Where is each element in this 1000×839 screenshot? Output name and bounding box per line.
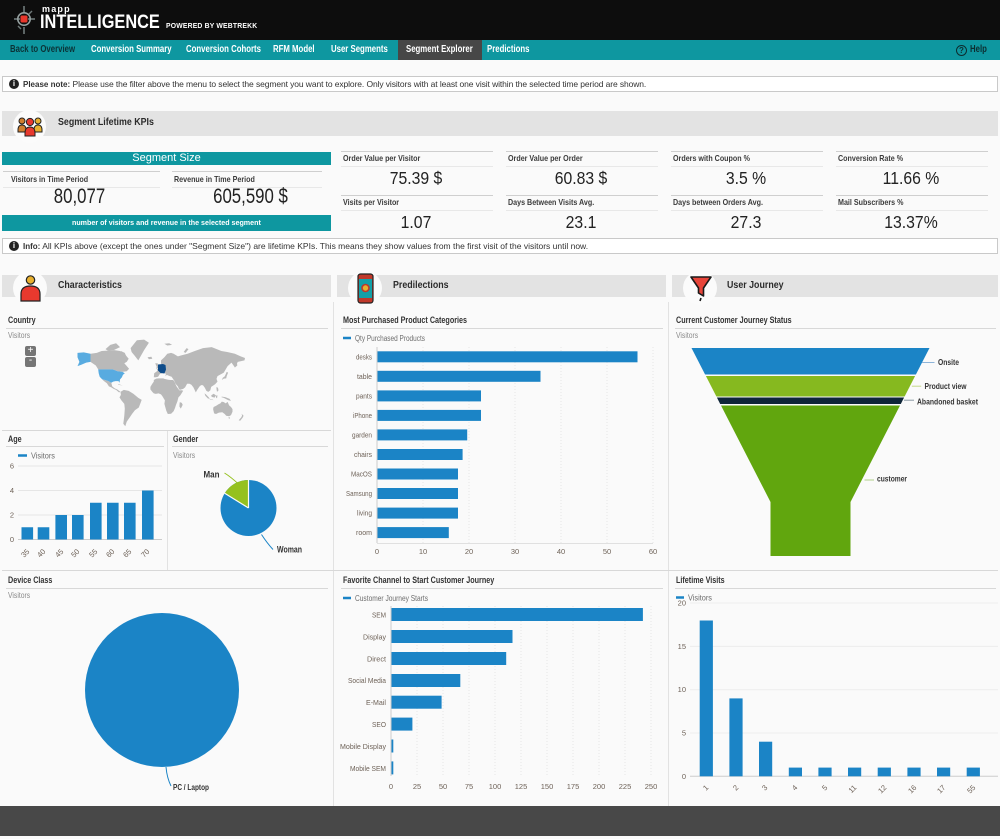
svg-text:table: table bbox=[357, 372, 372, 381]
svg-text:5: 5 bbox=[820, 783, 829, 792]
svg-text:desks: desks bbox=[356, 353, 372, 362]
svg-text:Direct: Direct bbox=[367, 654, 387, 663]
svg-text:0: 0 bbox=[389, 782, 393, 791]
svg-text:Samsung: Samsung bbox=[346, 489, 372, 498]
svg-text:Woman: Woman bbox=[277, 545, 302, 555]
svg-text:0: 0 bbox=[682, 772, 686, 781]
svg-text:Visitors: Visitors bbox=[688, 594, 712, 603]
svg-text:50: 50 bbox=[439, 782, 447, 791]
svg-text:2: 2 bbox=[10, 511, 14, 520]
svg-text:45: 45 bbox=[53, 547, 65, 559]
svg-text:225: 225 bbox=[619, 782, 632, 791]
svg-text:4: 4 bbox=[10, 486, 14, 495]
svg-text:200: 200 bbox=[593, 782, 606, 791]
svg-text:10: 10 bbox=[419, 547, 427, 556]
svg-text:40: 40 bbox=[35, 547, 47, 559]
svg-text:0: 0 bbox=[375, 547, 379, 556]
svg-text:pants: pants bbox=[356, 392, 372, 401]
svg-text:Qty Purchased Products: Qty Purchased Products bbox=[355, 334, 425, 343]
svg-text:Social Media: Social Media bbox=[348, 676, 387, 685]
svg-text:17: 17 bbox=[935, 783, 947, 795]
svg-text:living: living bbox=[357, 509, 372, 518]
svg-text:3: 3 bbox=[760, 783, 769, 792]
svg-text:12: 12 bbox=[876, 783, 888, 795]
svg-text:60: 60 bbox=[649, 547, 657, 556]
svg-text:11: 11 bbox=[847, 783, 859, 795]
svg-text:0: 0 bbox=[10, 535, 14, 544]
svg-text:E-Mail: E-Mail bbox=[366, 698, 386, 707]
svg-text:150: 150 bbox=[541, 782, 554, 791]
svg-text:20: 20 bbox=[465, 547, 473, 556]
svg-text:20: 20 bbox=[678, 599, 686, 608]
svg-text:PC / Laptop: PC / Laptop bbox=[173, 783, 209, 792]
svg-text:75: 75 bbox=[465, 782, 473, 791]
svg-text:30: 30 bbox=[511, 547, 519, 556]
svg-text:Visitors: Visitors bbox=[31, 452, 55, 461]
svg-text:MacOS: MacOS bbox=[351, 470, 372, 479]
svg-text:125: 125 bbox=[515, 782, 528, 791]
svg-text:4: 4 bbox=[790, 783, 799, 792]
svg-text:65: 65 bbox=[121, 547, 133, 559]
svg-text:55: 55 bbox=[965, 783, 977, 795]
svg-text:16: 16 bbox=[906, 783, 918, 795]
svg-text:50: 50 bbox=[603, 547, 611, 556]
svg-text:Product view: Product view bbox=[925, 382, 968, 391]
svg-text:Mobile SEM: Mobile SEM bbox=[350, 764, 386, 773]
svg-text:room: room bbox=[356, 528, 372, 537]
svg-text:70: 70 bbox=[139, 547, 151, 559]
svg-text:60: 60 bbox=[104, 547, 116, 559]
svg-text:55: 55 bbox=[87, 547, 99, 559]
svg-text:1: 1 bbox=[701, 783, 710, 792]
svg-text:6: 6 bbox=[10, 462, 14, 471]
svg-text:Customer Journey Starts: Customer Journey Starts bbox=[355, 594, 428, 603]
svg-text:40: 40 bbox=[557, 547, 565, 556]
svg-text:garden: garden bbox=[352, 431, 372, 440]
svg-text:Abandoned basket: Abandoned basket bbox=[917, 398, 978, 407]
svg-text:175: 175 bbox=[567, 782, 580, 791]
svg-text:SEO: SEO bbox=[372, 720, 386, 729]
svg-text:250: 250 bbox=[645, 782, 658, 791]
svg-text:2: 2 bbox=[731, 783, 740, 792]
svg-text:Mobile Display: Mobile Display bbox=[340, 742, 386, 751]
svg-text:SEM: SEM bbox=[372, 611, 386, 620]
svg-text:Man: Man bbox=[204, 470, 220, 480]
svg-text:customer: customer bbox=[877, 475, 907, 484]
svg-text:Display: Display bbox=[363, 632, 386, 641]
svg-text:100: 100 bbox=[489, 782, 502, 791]
svg-text:iPhone: iPhone bbox=[353, 411, 372, 420]
svg-text:25: 25 bbox=[413, 782, 421, 791]
svg-text:Onsite: Onsite bbox=[938, 358, 959, 367]
svg-text:chairs: chairs bbox=[354, 450, 372, 459]
svg-text:50: 50 bbox=[69, 547, 81, 559]
svg-text:35: 35 bbox=[19, 547, 31, 559]
svg-text:10: 10 bbox=[678, 685, 686, 694]
svg-text:5: 5 bbox=[682, 729, 686, 738]
svg-text:15: 15 bbox=[678, 642, 686, 651]
